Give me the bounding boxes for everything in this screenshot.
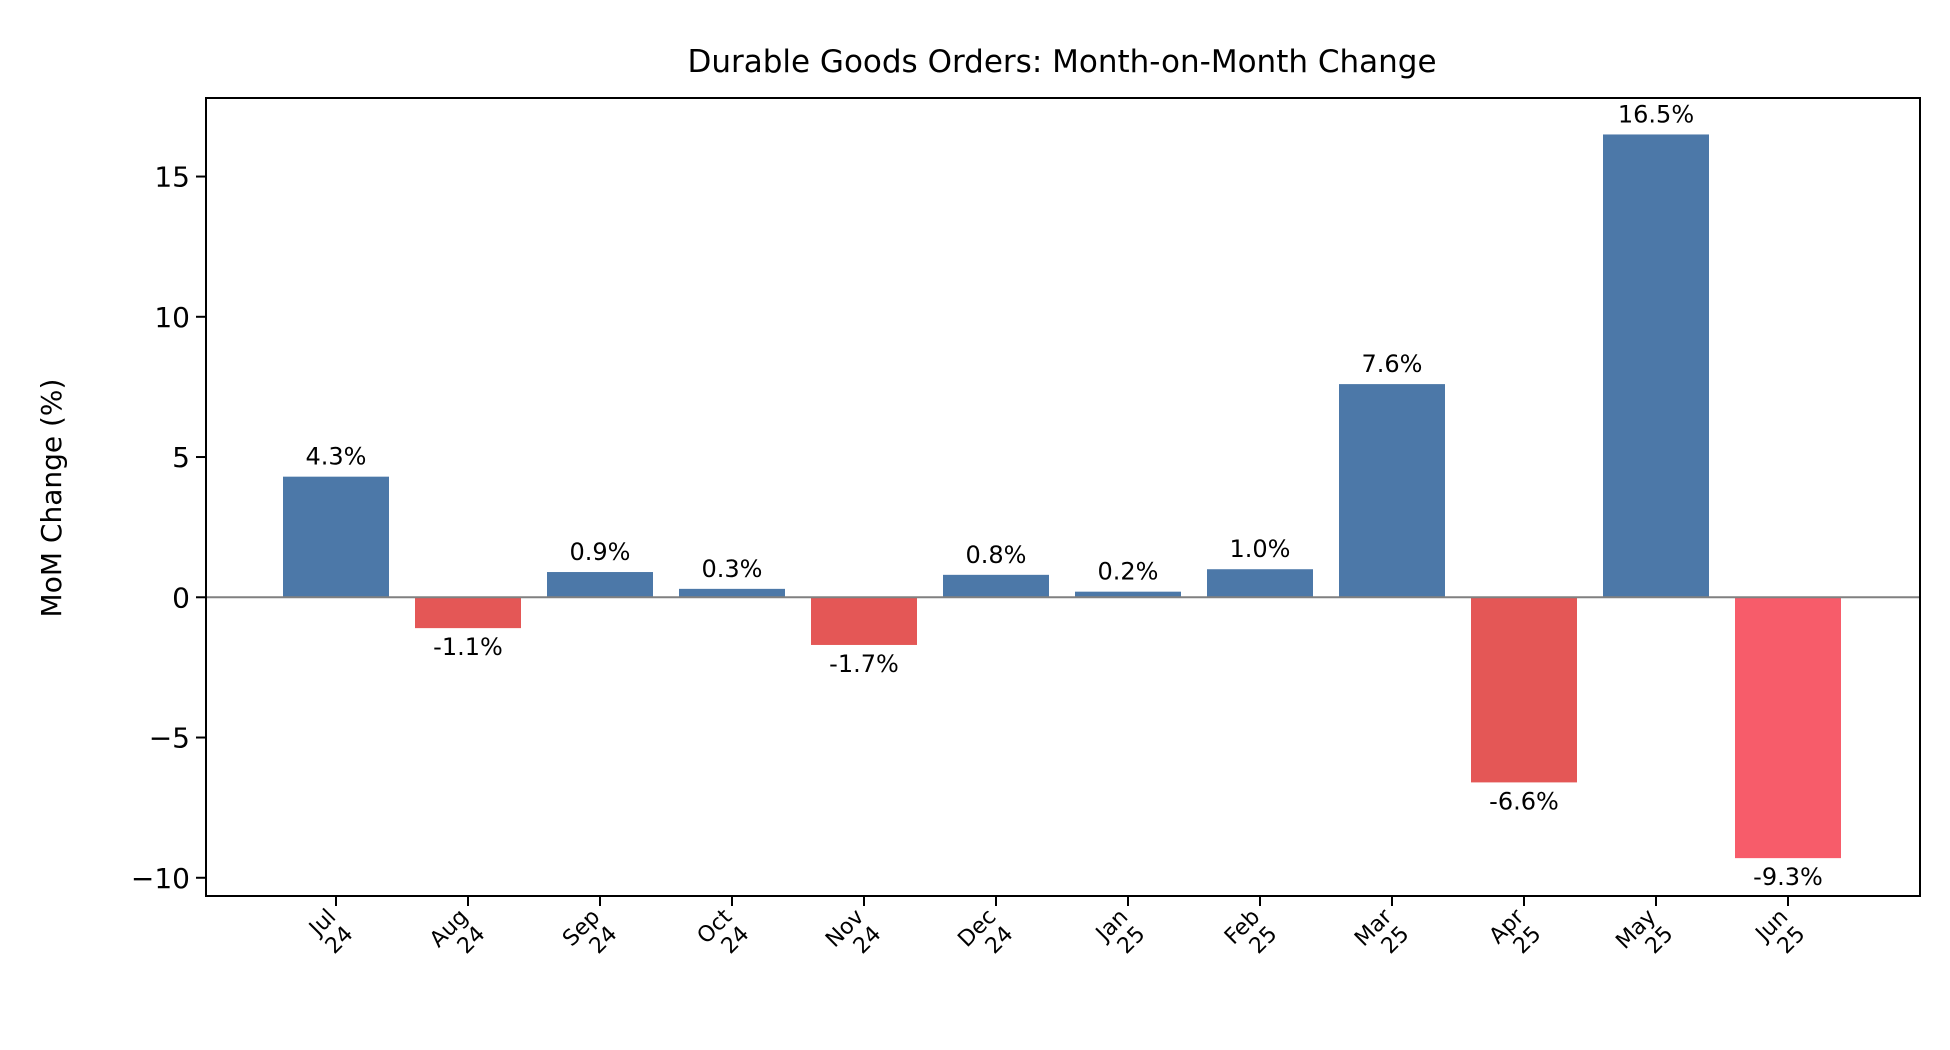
bar-aug-24	[415, 597, 521, 629]
bar-value-label: 0.8%	[966, 541, 1027, 569]
x-tick-label: Dec24	[953, 905, 1018, 970]
x-tick-label-text: Jun25	[1750, 905, 1811, 966]
bar-value-label: 16.5%	[1618, 100, 1694, 128]
y-tick-label: 15	[154, 161, 190, 194]
chart-title: Durable Goods Orders: Month-on-Month Cha…	[687, 44, 1436, 80]
bar-apr-25	[1471, 597, 1577, 783]
x-tick-label-text: Dec24	[953, 905, 1018, 970]
y-axis-label: MoM Change (%)	[35, 379, 68, 618]
x-tick-label-text: Feb25	[1220, 905, 1282, 967]
x-tick-label: Sep24	[558, 905, 622, 969]
bar-value-label: -9.3%	[1753, 863, 1823, 891]
bar-jan-25	[1075, 591, 1181, 598]
bar-dec-24	[943, 574, 1049, 598]
x-tick-label: Jul24	[303, 905, 358, 960]
bar-value-label: 0.9%	[570, 538, 631, 566]
bar-jun-25	[1735, 597, 1841, 859]
bar-oct-24	[679, 588, 785, 598]
x-tick-label: Apr25	[1485, 904, 1547, 966]
y-tick-label: −5	[149, 722, 190, 755]
bar-value-label: 0.2%	[1098, 558, 1159, 586]
bar-nov-24	[811, 597, 917, 645]
x-tick-label-text: Apr25	[1485, 904, 1547, 966]
x-tick-label-text: Oct24	[693, 904, 755, 966]
bar-jul-24	[283, 476, 389, 598]
x-tick-label: Feb25	[1220, 905, 1282, 967]
x-tick-label-text: May25	[1611, 905, 1678, 972]
x-tick-label-text: Mar25	[1350, 904, 1415, 969]
x-tick-label-text: Sep24	[558, 905, 622, 969]
bar-value-label: -1.1%	[433, 633, 503, 661]
x-tick-label-text: Aug24	[425, 905, 490, 970]
x-tick-label: Aug24	[425, 905, 490, 970]
x-tick-label-text: Nov24	[821, 905, 886, 970]
bar-may-25	[1603, 134, 1709, 598]
x-tick-label: Jan25	[1090, 905, 1150, 965]
x-tick-label-text: Jan25	[1090, 905, 1150, 965]
bar-sep-24	[547, 572, 653, 598]
bar-value-label: -6.6%	[1489, 787, 1559, 815]
x-tick-label: Nov24	[821, 905, 886, 970]
bar-feb-25	[1207, 569, 1313, 598]
x-tick-label: Oct24	[693, 904, 755, 966]
x-tick-label: May25	[1611, 905, 1678, 972]
bar-mar-25	[1339, 384, 1445, 598]
bars-group	[283, 134, 1841, 859]
bar-value-label: 0.3%	[702, 555, 763, 583]
plot-frame	[205, 97, 1921, 897]
x-tick-label: Mar25	[1350, 904, 1415, 969]
x-tick-label-text: Jul24	[303, 905, 358, 960]
bar-value-label: 4.3%	[306, 443, 367, 471]
x-tick-label: Jun25	[1750, 905, 1811, 966]
bar-labels-group: 4.3% -1.1% 0.9% 0.3% -1.7% 0.8% 0.2% 1.0% 7.6% -6…	[306, 100, 1823, 891]
bar-value-label: 7.6%	[1362, 350, 1423, 378]
y-tick-label: 5	[172, 441, 190, 474]
x-axis: Jul24 Aug24 Sep24 Oct24 Nov24 Dec24 Jan25 Feb25…	[303, 896, 1811, 972]
bar-value-label: 1.0%	[1230, 535, 1291, 563]
bar-value-label: -1.7%	[829, 650, 899, 678]
y-tick-label: 10	[154, 301, 190, 334]
y-axis: −10 −5 0 5 10 15	[131, 161, 206, 895]
y-tick-label: −10	[131, 862, 190, 895]
y-tick-label: 0	[172, 581, 190, 614]
